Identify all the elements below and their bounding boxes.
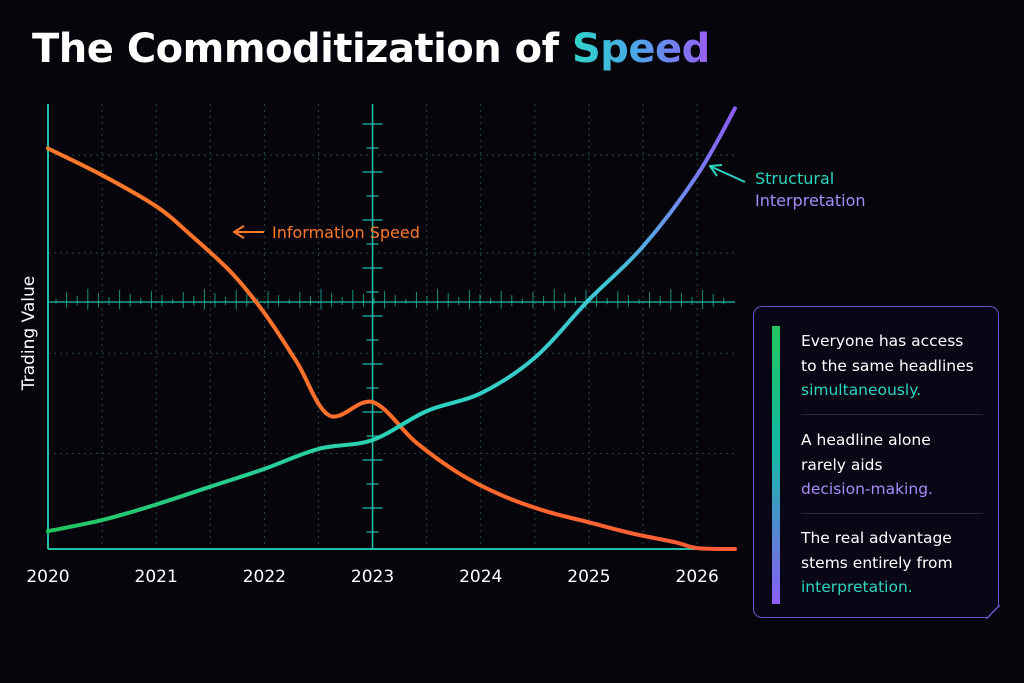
axes [47,104,735,550]
annotations: Information Speed Structural Interpretatio… [233,164,866,242]
info-item-highlight: simultaneously. [801,381,922,399]
x-tick-label: 2025 [567,567,610,587]
info-item-highlight: interpretation. [801,578,913,596]
info-item-line: rarely aids [801,455,883,474]
info-item-line: to the same headlines [801,356,974,375]
x-tick-label: 2024 [459,567,502,587]
info-panel-gradient-bar [772,326,780,604]
info-panel: Everyone has access to the same headline… [753,306,1000,619]
panel-corner-mark [986,605,1000,619]
annotation-arrowhead [233,225,245,239]
info-item-headline: A headline alone rarely aids decision-ma… [801,428,991,502]
info-divider [801,414,983,415]
info-divider [801,513,983,514]
info-item-access: Everyone has access to the same headline… [801,329,991,403]
info-item-line: Everyone has access [801,332,964,350]
x-tick-label: 2026 [676,567,719,587]
info-item-line: stems entirely from [801,553,953,572]
series-line-structural-interpretation [46,106,737,534]
annotation-information-speed: Information Speed [272,223,420,242]
info-item-highlight: decision-making. [801,480,933,498]
x-tick-label: 2020 [26,567,69,587]
series-line-information-speed [46,146,737,551]
info-item-line: The real advantage [801,529,952,547]
chart-title-prefix: The Commoditization of [32,26,572,72]
axis-labels: 2020 2021 2022 2023 2024 2025 2026 Trading Valu… [19,276,719,587]
grid [48,104,735,549]
info-item-line: A headline alone [801,431,931,449]
annotation-structural-line2: Interpretation [755,191,866,210]
x-tick-label: 2021 [135,567,178,587]
annotation-arrow-structural [711,166,746,183]
x-tick-label: 2022 [243,567,286,587]
series [46,106,737,551]
y-axis-title: Trading Value [19,276,39,391]
chart-title-accent: Speed [571,26,710,72]
info-item-advantage: The real advantage stems entirely from i… [801,526,991,600]
annotation-arrowhead [709,164,723,177]
chart-title: The Commoditization of Speed [32,26,710,72]
annotation-structural-line1: Structural [755,169,834,188]
x-tick-label: 2023 [351,567,394,587]
signal-ticks [55,289,725,310]
